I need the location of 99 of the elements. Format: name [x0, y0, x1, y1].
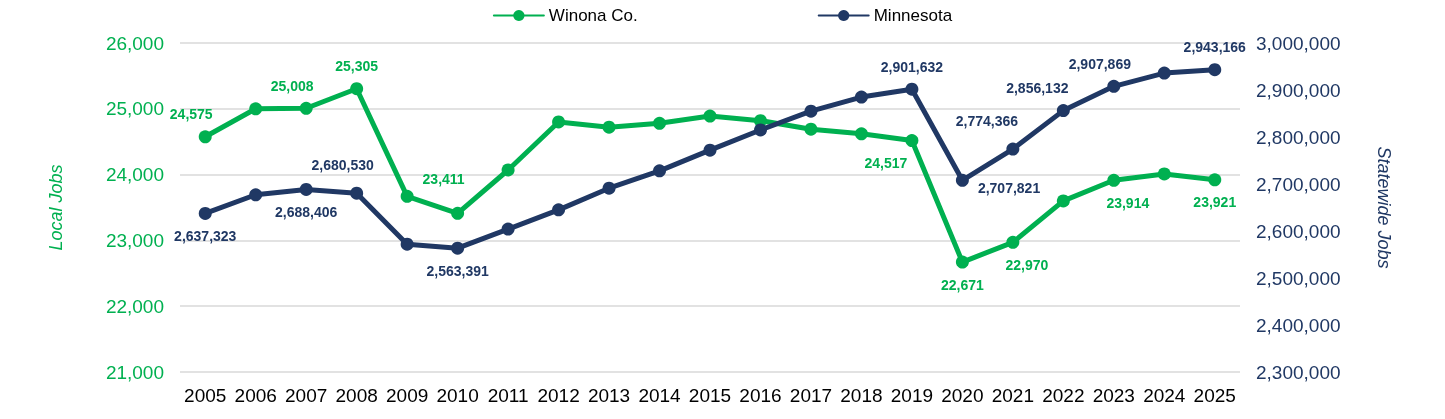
point [400, 237, 414, 251]
point [400, 189, 414, 203]
point [854, 127, 868, 141]
data-label: 23,411 [422, 170, 465, 187]
data-label: 2,901,632 [880, 58, 944, 75]
point [1157, 167, 1171, 181]
point [451, 241, 465, 255]
x-tick-label: 2018 [840, 385, 883, 406]
point [602, 120, 616, 134]
point [299, 182, 313, 196]
point [249, 188, 263, 202]
x-tick-label: 2008 [335, 385, 378, 406]
point [299, 101, 313, 115]
y2-tick-label: 2,300,000 [1256, 361, 1341, 383]
data-label: 2,907,869 [1068, 55, 1132, 72]
data-label: 24,575 [169, 106, 213, 123]
point [854, 90, 868, 104]
point [1056, 104, 1070, 118]
y2-axis-title: Statewide Jobs [1374, 146, 1394, 269]
point [451, 206, 465, 220]
x-tick-label: 2015 [688, 385, 732, 406]
x-tick-label: 2010 [436, 385, 479, 406]
data-label: 2,688,406 [275, 203, 338, 220]
y2-tick-label: 2,600,000 [1256, 220, 1341, 242]
y-tick-label: 24,000 [105, 164, 164, 186]
x-tick-label: 2022 [1042, 385, 1085, 406]
y2-tick-label: 2,900,000 [1256, 79, 1341, 101]
point [198, 130, 212, 144]
data-label: 2,563,391 [426, 262, 489, 279]
point [955, 173, 969, 187]
legend-label: Winona Co. [548, 6, 638, 25]
x-tick-label: 2021 [991, 385, 1034, 406]
x-tick-label: 2011 [487, 385, 529, 406]
y-tick-label: 21,000 [105, 361, 164, 383]
point [804, 122, 818, 136]
point [1208, 63, 1222, 77]
x-tick-label: 2009 [386, 385, 429, 406]
point [1006, 235, 1020, 249]
data-label: 2,707,821 [977, 180, 1041, 197]
point [703, 143, 717, 157]
y-tick-label: 23,000 [105, 229, 164, 251]
data-label: 2,774,366 [955, 112, 1019, 129]
y2-tick-label: 2,500,000 [1256, 267, 1341, 289]
point [1107, 79, 1121, 93]
point [552, 115, 566, 129]
point [501, 222, 515, 236]
point [1157, 66, 1171, 80]
point [703, 109, 717, 123]
x-tick-label: 2005 [184, 385, 227, 406]
x-tick-label: 2017 [789, 385, 833, 406]
point [249, 102, 263, 116]
point [804, 104, 818, 118]
data-label: 24,517 [864, 155, 908, 172]
data-label: 25,305 [335, 58, 379, 75]
y2-tick-label: 2,400,000 [1256, 314, 1341, 336]
x-tick-label: 2025 [1193, 385, 1236, 406]
y-axis-title: Local Jobs [46, 164, 66, 251]
y-tick-label: 22,000 [105, 295, 164, 317]
point [602, 181, 616, 195]
x-tick-label: 2019 [890, 385, 934, 406]
point [501, 163, 515, 177]
point [198, 206, 212, 220]
legend-label: Minnesota [873, 6, 953, 25]
point [653, 164, 667, 178]
y2-tick-label: 3,000,000 [1256, 32, 1341, 54]
point [955, 255, 969, 269]
point [1208, 173, 1222, 187]
x-tick-label: 2016 [739, 385, 782, 406]
x-tick-label: 2012 [537, 385, 580, 406]
y-tick-label: 25,000 [105, 98, 164, 120]
point [905, 134, 919, 148]
point [753, 123, 767, 137]
point [350, 186, 364, 200]
data-label: 25,008 [270, 77, 314, 94]
y2-tick-label: 2,700,000 [1256, 173, 1341, 195]
y-tick-label: 26,000 [105, 32, 164, 54]
x-tick-label: 2023 [1092, 385, 1135, 406]
y2-tick-label: 2,800,000 [1256, 126, 1341, 148]
data-label: 22,970 [1005, 256, 1049, 273]
data-label: 23,921 [1193, 194, 1237, 211]
data-label: 23,914 [1106, 194, 1150, 211]
x-tick-label: 2013 [587, 385, 631, 406]
data-label: 2,856,132 [1006, 80, 1069, 97]
point [552, 203, 566, 217]
x-tick-label: 2020 [941, 385, 984, 406]
x-tick-label: 2007 [285, 385, 328, 406]
point [1056, 194, 1070, 208]
data-label: 2,637,323 [174, 227, 237, 244]
x-tick-label: 2024 [1143, 385, 1186, 406]
point [1006, 142, 1020, 156]
point [905, 82, 919, 96]
data-label: 2,943,166 [1183, 39, 1247, 56]
data-label: 2,680,530 [311, 156, 375, 173]
point [350, 82, 364, 96]
point [1107, 173, 1121, 187]
x-tick-label: 2014 [638, 385, 682, 406]
point [653, 116, 667, 130]
x-tick-label: 2006 [234, 385, 277, 406]
data-label: 22,671 [940, 276, 984, 293]
